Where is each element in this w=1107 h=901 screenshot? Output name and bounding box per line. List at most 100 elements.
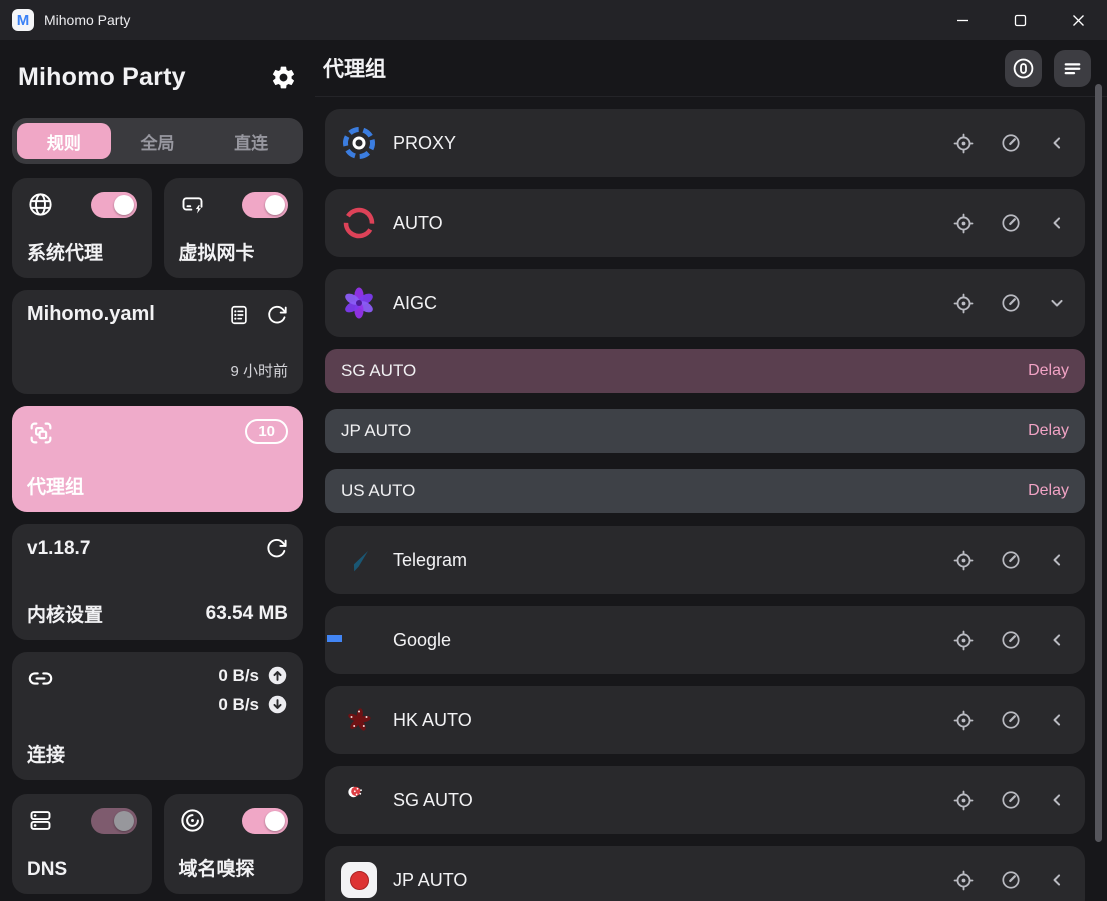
proxy-group-name: AUTO [393,212,443,233]
proxy-node-row[interactable]: JP AUTO Delay [325,409,1085,453]
proxy-node-row[interactable]: US AUTO Delay [325,469,1085,513]
system-proxy-card[interactable]: 系统代理 [12,178,152,278]
app-logo-icon: M [12,9,34,31]
proxy-group-row[interactable]: HK AUTO [325,686,1085,754]
tab-global-mode[interactable]: 全局 [140,133,175,153]
sidebar: Mihomo Party 规则 全局 直连 [0,40,315,901]
delay-test-icon[interactable] [1000,292,1022,314]
chevron-left-icon[interactable] [1047,550,1067,570]
settings-gear-icon[interactable] [270,64,297,91]
core-version: v1.18.7 [27,537,91,559]
delay-test-icon[interactable] [1000,549,1022,571]
chevron-left-icon[interactable] [1047,213,1067,233]
proxy-groups-count-badge: 10 [245,419,288,444]
download-speed: 0 B/s [218,694,259,714]
sniff-label: 域名嗅探 [178,859,255,880]
core-settings-label: 内核设置 [27,605,104,626]
minimize-button[interactable] [933,0,991,40]
scrollbar[interactable] [1095,84,1102,842]
proxy-group-name: HK AUTO [393,709,472,730]
brand-title: Mihomo Party [18,62,186,91]
system-proxy-toggle[interactable] [90,191,137,218]
tun-card[interactable]: 虚拟网卡 [163,178,303,278]
globe-icon [27,191,54,218]
telegram-logo-icon [341,542,377,578]
profile-name: Mihomo.yaml [27,303,155,325]
delay-test-icon[interactable] [1000,629,1022,651]
locate-icon[interactable] [952,709,975,732]
chevron-down-icon[interactable] [1047,293,1067,313]
maximize-button[interactable] [991,0,1049,40]
delay-test-icon[interactable] [1000,789,1022,811]
proxy-group-row[interactable]: SG AUTO [325,766,1085,834]
proxy-node-name: JP AUTO [341,421,412,440]
titlebar: M Mihomo Party [0,0,1107,40]
proxy-group-row[interactable]: Google [325,606,1085,674]
sniff-toggle[interactable] [242,807,288,834]
chevron-left-icon[interactable] [1047,710,1067,730]
locate-icon[interactable] [952,212,975,235]
sniff-card[interactable]: 域名嗅探 [163,794,303,894]
refresh-profile-icon[interactable] [266,304,288,326]
delay-button[interactable]: Delay [1028,422,1069,439]
system-proxy-label: 系统代理 [27,243,104,264]
upload-speed: 0 B/s [218,665,259,685]
proxy-group-name: SG AUTO [393,789,473,810]
flag-hk-icon [341,702,377,738]
close-button[interactable] [1049,0,1107,40]
list-view-button[interactable] [1054,49,1091,87]
connections-card[interactable]: 0 B/s 0 B/s 连接 [12,652,303,780]
sniffer-icon [179,807,206,834]
locate-icon[interactable] [952,789,975,812]
delay-test-icon[interactable] [1000,709,1022,731]
aigc-logo-icon [341,285,377,321]
delay-button[interactable]: Delay [1028,362,1069,379]
proxy-group-name: AIGC [393,292,438,313]
main-panel: 代理组 [315,40,1107,901]
delay-test-icon[interactable] [1000,132,1022,154]
virtual-nic-icon [179,191,206,218]
flag-sg-icon [341,782,377,818]
proxy-node-row[interactable]: SG AUTO Delay [325,349,1085,393]
chevron-left-icon[interactable] [1047,133,1067,153]
window-title: Mihomo Party [44,12,131,28]
locate-icon[interactable] [952,629,975,652]
proxy-group-name: JP AUTO [393,869,468,890]
delay-button[interactable]: Delay [1028,482,1069,499]
sidebar-item-proxy-groups[interactable]: 10 代理组 [12,406,303,512]
proxy-logo-icon [341,125,377,161]
google-logo-icon [327,622,377,658]
connections-label: 连接 [27,745,66,766]
profile-card[interactable]: Mihomo.yaml 9 [12,290,303,394]
locate-icon[interactable] [952,869,975,892]
profile-updated-time: 9 小时前 [230,363,288,380]
proxy-group-row[interactable]: PROXY [325,109,1085,177]
tab-rule-mode[interactable]: 规则 [17,123,111,159]
core-memory-usage: 63.54 MB [205,602,288,624]
tun-toggle[interactable] [242,191,288,218]
locate-icon[interactable] [952,132,975,155]
page-title: 代理组 [323,58,386,81]
locate-icon[interactable] [952,549,975,572]
core-settings-card[interactable]: v1.18.7 内核设置 63.54 MB [12,524,303,640]
tab-direct-mode[interactable]: 直连 [234,133,269,153]
edit-profile-icon[interactable] [228,304,250,326]
restart-core-icon[interactable] [265,537,288,560]
dns-toggle[interactable] [90,807,137,834]
delay-test-all-button[interactable] [1005,49,1042,87]
chevron-left-icon[interactable] [1047,790,1067,810]
outbound-mode-tabs: 规则 全局 直连 [12,118,303,164]
proxy-group-row[interactable]: Telegram [325,526,1085,594]
proxy-node-name: US AUTO [341,481,416,500]
proxy-group-row[interactable]: AUTO [325,189,1085,257]
proxy-group-list: PROXY AUTO [315,97,1107,901]
delay-test-icon[interactable] [1000,212,1022,234]
proxy-group-row[interactable]: JP AUTO [325,846,1085,901]
locate-icon[interactable] [952,292,975,315]
download-arrow-icon [268,695,287,714]
chevron-left-icon[interactable] [1047,870,1067,890]
dns-card[interactable]: DNS [12,794,152,894]
delay-test-icon[interactable] [1000,869,1022,891]
chevron-left-icon[interactable] [1047,630,1067,650]
proxy-group-row[interactable]: AIGC [325,269,1085,337]
